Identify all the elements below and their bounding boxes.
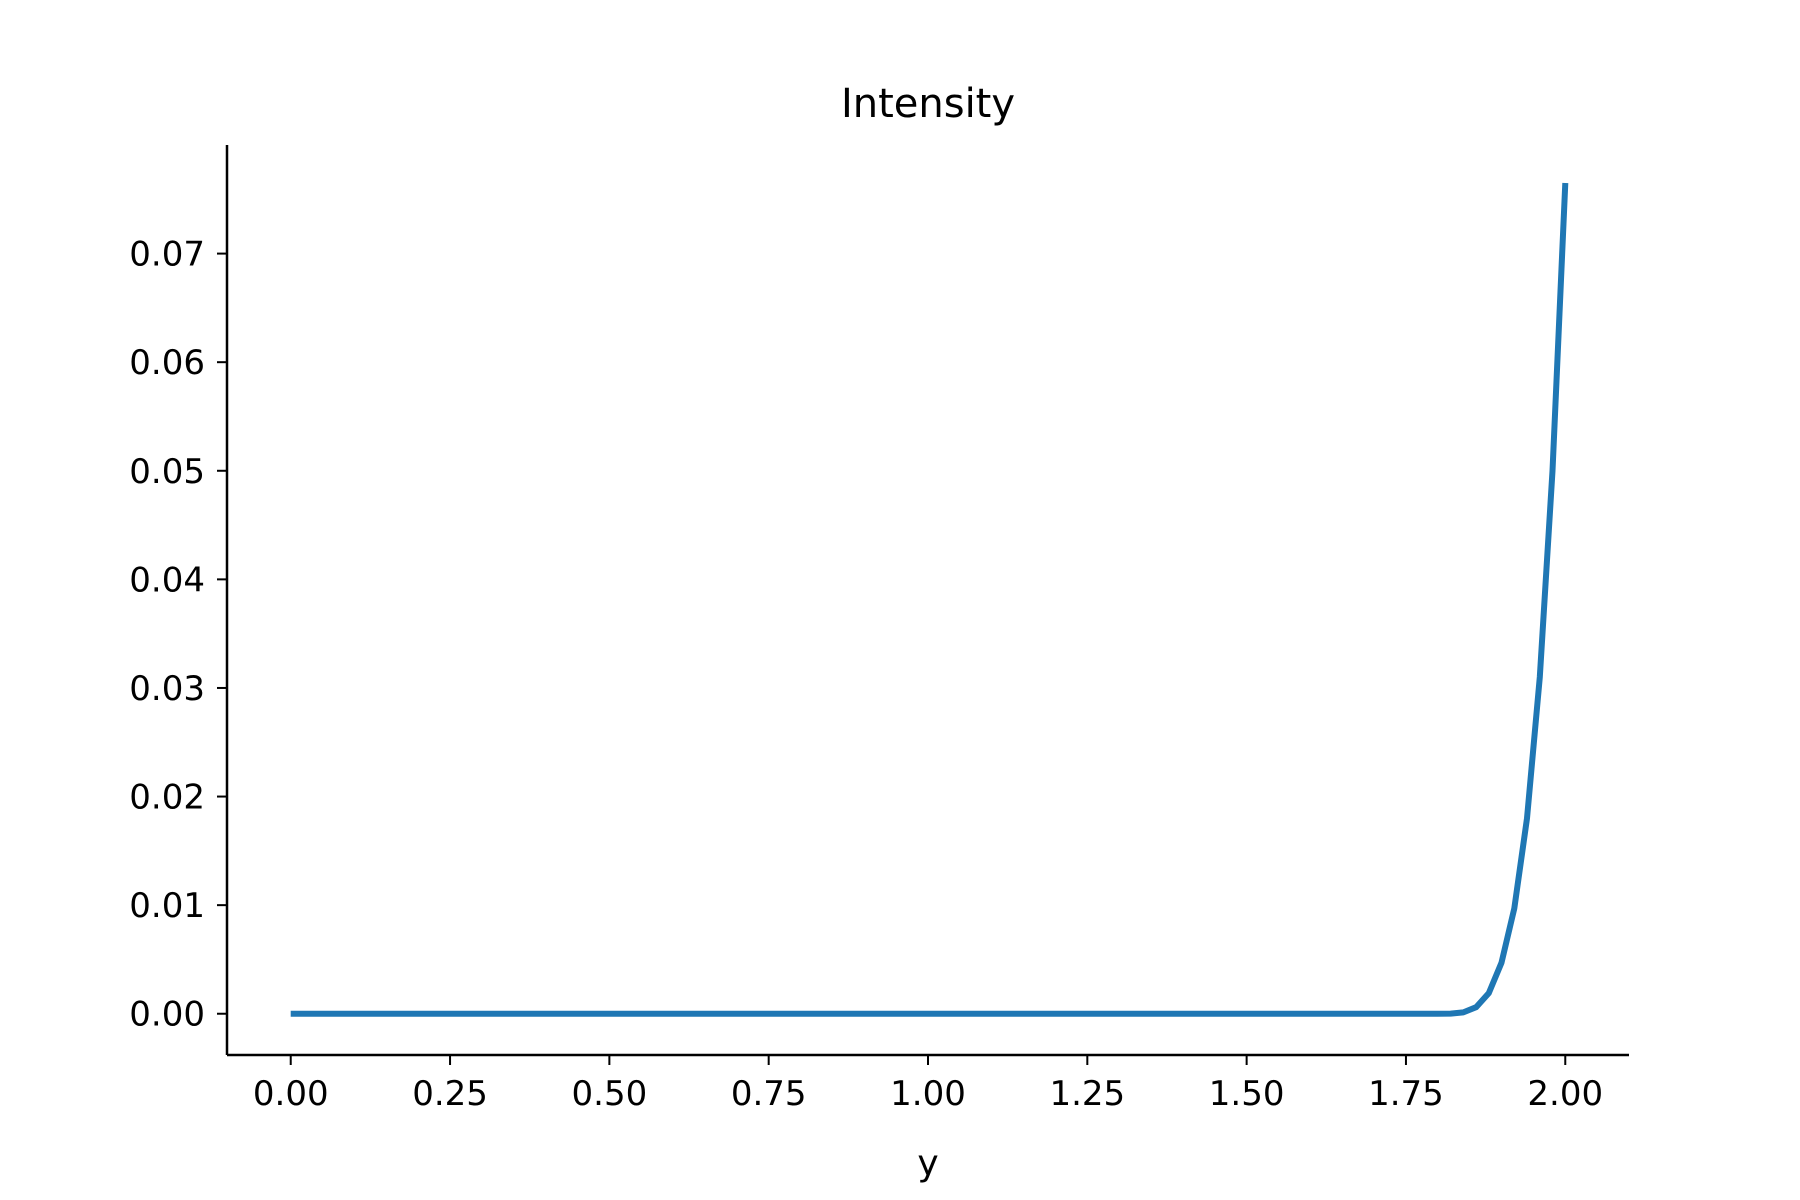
- y-tick-label: 0.06: [129, 343, 205, 383]
- y-axis-ticks: 0.00 0.01 0.02 0.03 0.04 0.05 0.06 0.07: [129, 235, 227, 1035]
- y-tick-label: 0.05: [129, 452, 205, 492]
- y-tick-label: 0.03: [129, 669, 205, 709]
- x-tick-label: 1.25: [1049, 1074, 1125, 1114]
- x-axis-title: y: [917, 1143, 938, 1184]
- x-tick-label: 0.50: [572, 1074, 648, 1114]
- x-axis-ticks: 0.00 0.25 0.50 0.75 1.00 1.25 1.50 1.75 2.00: [253, 1055, 1603, 1114]
- y-tick-label: 0.07: [129, 235, 205, 275]
- chart-title: Intensity: [841, 81, 1015, 127]
- y-tick-label: 0.01: [129, 886, 205, 926]
- series-layer: [290, 182, 1569, 1017]
- x-tick-label: 1.00: [890, 1074, 966, 1114]
- x-tick-label: 0.00: [253, 1074, 329, 1114]
- y-tick-label: 0.00: [129, 995, 205, 1035]
- y-tick-label: 0.04: [129, 560, 205, 600]
- x-tick-label: 2.00: [1527, 1074, 1603, 1114]
- x-tick-label: 1.75: [1368, 1074, 1444, 1114]
- y-tick-label: 0.02: [129, 778, 205, 818]
- x-tick-label: 0.75: [731, 1074, 807, 1114]
- series-line: [290, 182, 1569, 1017]
- x-tick-label: 1.50: [1209, 1074, 1285, 1114]
- x-tick-label: 0.25: [412, 1074, 488, 1114]
